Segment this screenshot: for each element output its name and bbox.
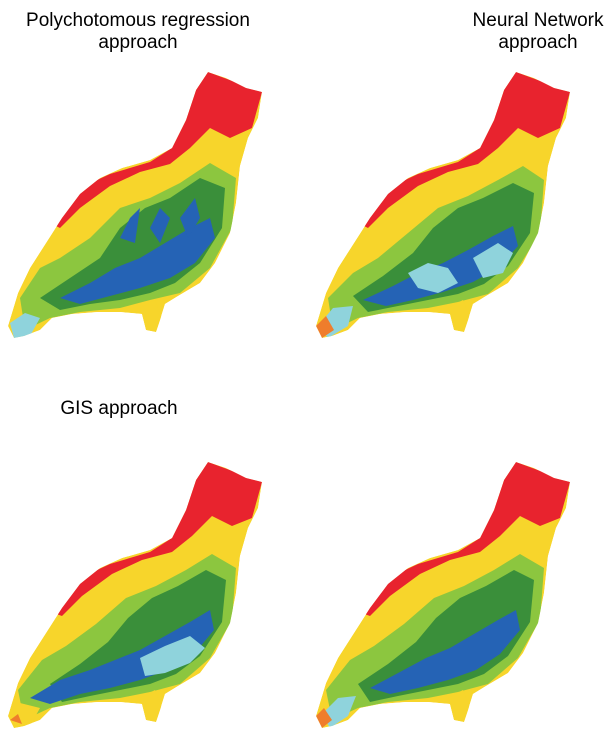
map-panel-gis: GIS approach <box>0 368 308 736</box>
region-map <box>8 462 262 728</box>
panel-title: GIS approach <box>60 398 178 419</box>
map-panel-polychotomous: Polychotomous regression approach <box>0 0 308 368</box>
region-map <box>316 72 570 338</box>
region-map <box>8 72 262 338</box>
map-panel-neural-network: Neural Network approach <box>308 0 616 368</box>
panel-title: Neural Network approach <box>472 10 604 53</box>
panel-title: Polychotomous regression approach <box>26 10 250 53</box>
region-map <box>316 462 570 728</box>
map-panel-unlabeled <box>308 368 616 736</box>
